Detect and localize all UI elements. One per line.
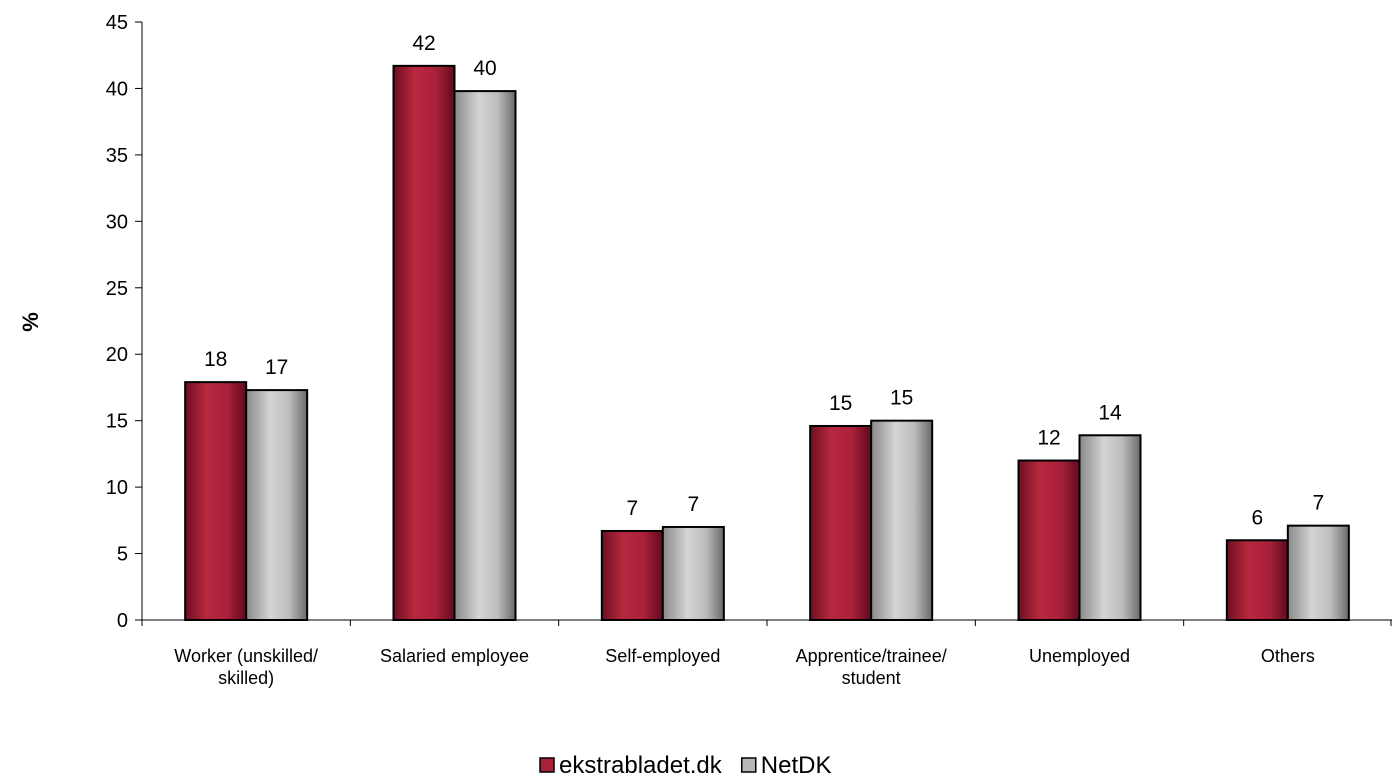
bar-netdk [870,419,934,621]
bar-ekstrabladet [184,381,248,621]
bar-netdk [1286,524,1350,621]
y-tick-label: 45 [106,12,128,34]
legend-label: ekstrabladet.dk [559,752,723,779]
y-tick-label: 15 [106,411,128,433]
bars [184,64,1350,622]
bar-value-label: 17 [265,356,288,379]
bar-ekstrabladet [809,424,873,621]
x-category-label: Unemployed [1029,646,1130,666]
bar-netdk [1078,434,1142,622]
y-tick-label: 20 [106,344,128,366]
y-tick-label: 0 [117,610,128,632]
bar-ekstrabladet [1017,459,1081,621]
y-tick-label: 5 [117,544,128,566]
bar-ekstrabladet [600,529,664,621]
bar-value-label: 6 [1251,506,1263,529]
bar-ekstrabladet [1225,539,1289,621]
bar-value-label: 7 [626,497,638,520]
y-axis-title: % [18,312,43,332]
y-tick-label: 10 [106,477,128,499]
bar-value-label: 15 [829,392,852,415]
bar-value-label: 14 [1098,401,1122,424]
bar-value-label: 7 [687,493,699,516]
legend-swatch [539,757,555,773]
bar-value-label: 15 [890,387,913,410]
bar-netdk [245,389,309,622]
y-tick-label: 30 [106,211,128,233]
bar-netdk [453,90,517,621]
bar-value-label: 40 [473,57,496,80]
x-category-label: Worker (unskilled/skilled) [174,646,318,688]
legend: ekstrabladet.dk NetDK [539,752,832,779]
bar-value-label: 42 [412,32,435,55]
x-category-label: Others [1261,646,1315,666]
y-tick-label: 25 [106,278,128,300]
x-category-label: Self-employed [605,646,720,666]
bar-value-label: 7 [1312,492,1324,515]
y-tick-label: 40 [106,78,128,100]
legend-swatch [741,757,757,773]
bar-ekstrabladet [392,64,456,621]
bar-value-label: 12 [1037,427,1060,450]
y-axis: 0 5 10 15 20 25 30 35 40 45 [106,12,143,632]
y-tick-label: 35 [106,145,128,167]
x-axis: Worker (unskilled/skilled) Salaried emplo… [141,619,1392,688]
x-category-label: Apprentice/trainee/student [796,646,947,688]
x-category-label: Salaried employee [380,646,529,666]
bar-value-label: 18 [204,348,227,371]
bar-netdk [661,525,725,622]
legend-label: NetDK [761,752,832,779]
data-labels: 18 42 7 15 12 6 17 40 7 15 14 7 [204,32,1324,529]
